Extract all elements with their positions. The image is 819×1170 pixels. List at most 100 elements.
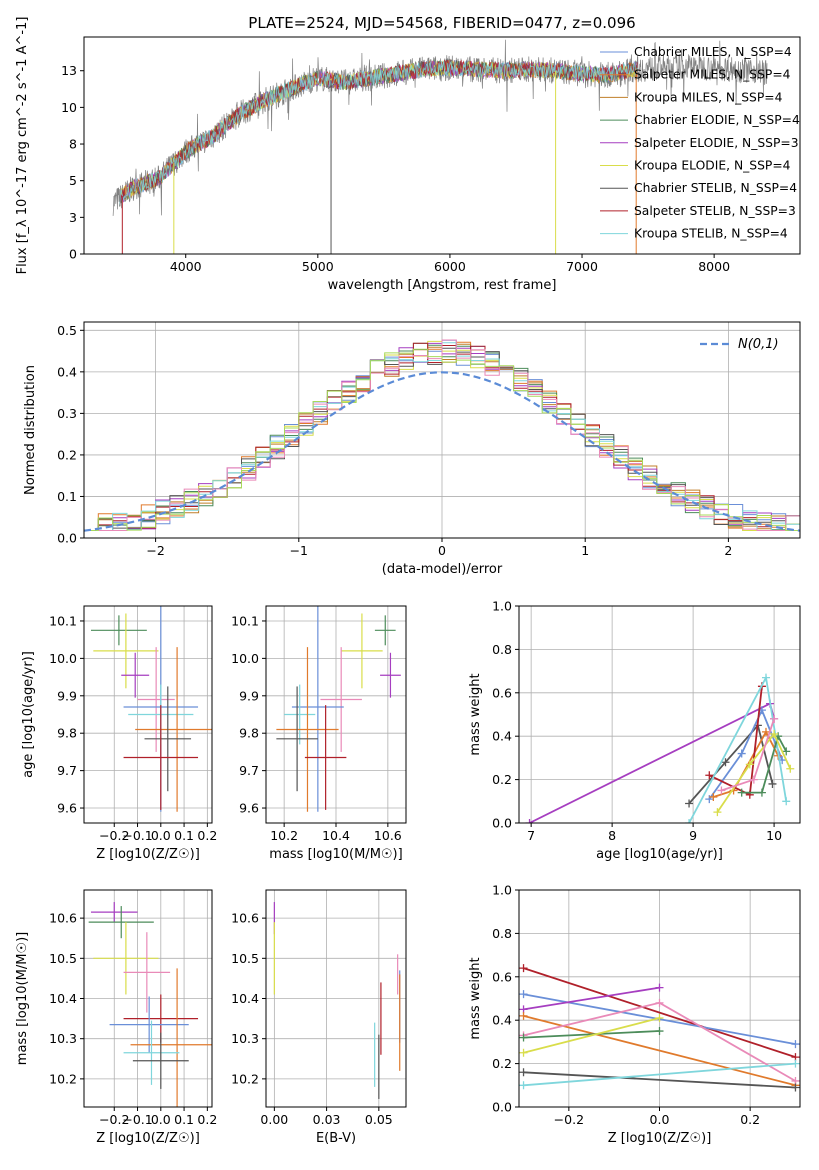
weight-marker [705,771,714,780]
y-tick-label: 9.8 [57,726,77,741]
x-axis-label: (data-model)/error [382,562,503,577]
y-tick-label: 10.5 [49,951,77,966]
data-point [320,647,362,752]
weight-line [716,732,792,813]
x-tick-label: 0.05 [365,1112,393,1127]
y-tick-label: 0.8 [492,926,512,941]
axes-mass-weight-vs-z: −0.2 0.0 0.2 0.0 0.2 0.4 0.6 0.8 1.0 Z [log10(Z/Z… [468,883,801,1146]
data-point [304,705,347,810]
data-point [137,647,175,752]
data-point [123,705,199,810]
legend: N(0,1) [700,337,779,352]
axes-frame [83,605,213,824]
gridlines [84,890,212,1107]
weight-marker [655,983,664,992]
residual-histogram-step [84,348,800,538]
y-axis-label: Flux [f_λ 10^-17 erg cm^-2 s^-1 A^-1] [15,17,30,275]
y-tick-label: 10.6 [231,911,259,926]
weight-marker [519,1068,528,1077]
weight-marker [757,788,766,797]
plot-area [519,964,800,1092]
weight-marker [749,775,758,784]
plot-area [525,673,795,823]
y-tick-label: 0.2 [492,772,512,787]
weight-marker [786,764,795,773]
model-spectrum-line [119,60,638,206]
data-point [123,1020,180,1085]
x-axis-label: Z [log10(Z/Z☉)] [608,1131,712,1146]
y-tick-label: 10.2 [231,1071,259,1086]
legend-label: Chabrier STELIB, N_SSP=4 [634,181,797,195]
observed-spectrum-line [112,39,768,216]
weight-series [519,1027,664,1042]
weight-marker [705,795,714,804]
weight-marker [713,808,722,817]
weight-series [519,1014,664,1057]
legend-label: Salpeter MILES, N_SSP=4 [634,68,791,82]
y-tick-label: 0 [69,247,77,262]
legend: Chabrier MILES, N_SSP=4 Salpeter MILES, N… [600,45,800,241]
legend-label: N(0,1) [738,337,779,352]
y-tick-label: 0.4 [57,364,77,379]
axes-frame [83,36,801,255]
data-point [130,968,212,1107]
data-point [88,906,154,939]
axes-mass-vs-ebv: 0.00 0.03 0.05 10.2 10.3 10.4 10.5 10.6 E(B-V) [231,889,407,1146]
axes-residuals: −2 −1 0 1 2 0.0 0.1 0.2 0.3 0.4 0.5 (data-model)/er… [23,321,801,577]
y-tick-label: 10.3 [49,1031,77,1046]
weight-marker [782,747,791,756]
weight-marker [655,1014,664,1023]
data-point [291,606,344,812]
x-axis-label: mass [log10(M/M☉)] [269,847,402,862]
plot-area [112,39,768,254]
gridlines [266,606,406,823]
weight-series [737,732,791,797]
weight-line [741,733,787,794]
x-tick-label: 6000 [434,259,466,274]
y-tick-label: 10.6 [49,911,77,926]
x-tick-label: 0.1 [174,1112,194,1127]
y-tick-label: 10.0 [231,651,259,666]
x-tick-label: 8000 [698,259,730,274]
x-tick-label: 0.2 [197,1112,217,1127]
x-tick-label: 0.03 [313,1112,341,1127]
weight-marker [768,779,777,788]
x-tick-label: 5000 [302,259,334,274]
weight-marker [709,792,718,801]
y-tick-label: 8 [69,137,77,152]
weight-marker [685,799,694,808]
y-axis-label: mass [log10(M/M☉)] [15,932,30,1065]
y-tick-label: 13 [61,63,77,78]
y-tick-label: 0.6 [492,685,512,700]
weight-series [685,673,791,823]
weight-line [529,702,775,823]
weight-marker [782,797,791,806]
weight-series [705,682,766,799]
weight-marker [761,673,770,682]
y-tick-label: 5 [69,173,77,188]
legend-label: Kroupa STELIB, N_SSP=4 [634,227,788,241]
plot-area [88,902,212,1107]
legend-label: Kroupa MILES, N_SSP=4 [634,90,783,104]
data-point [284,684,316,745]
data-point [276,686,318,792]
weight-series [525,699,779,823]
legend-label: Kroupa ELODIE, N_SSP=4 [634,159,791,173]
legend-label: Salpeter STELIB, N_SSP=3 [634,204,796,218]
y-tick-label: 9.7 [239,763,259,778]
weight-marker [791,1083,800,1092]
x-tick-label: −0.1 [122,828,152,843]
legend-label: Chabrier MILES, N_SSP=4 [634,45,792,59]
plot-area [90,606,212,812]
weight-series [519,1068,800,1092]
y-tick-label: 3 [69,210,77,225]
x-axis-label: E(B-V) [316,1131,356,1146]
x-tick-label: 0.0 [650,1112,670,1127]
data-point [109,996,189,1053]
y-tick-label: 10.3 [231,1031,259,1046]
data-point [374,615,396,646]
plot-area [273,902,401,1099]
x-tick-label: 10.6 [374,828,402,843]
